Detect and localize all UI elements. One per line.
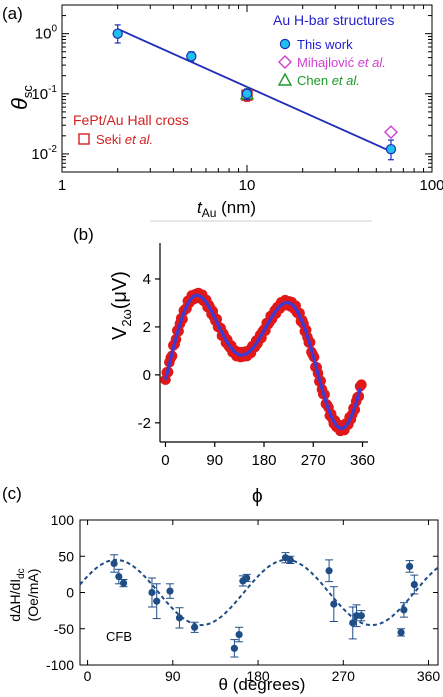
data-point xyxy=(235,630,243,639)
x-tick-label: 90 xyxy=(206,452,223,469)
y-tick-label: 10-1 xyxy=(31,84,57,103)
legend-entry: Mihajlović et al. xyxy=(297,55,386,70)
data-point xyxy=(153,597,161,605)
y-tick-label: -100 xyxy=(46,657,74,673)
x-tick-label: 10 xyxy=(239,177,256,194)
data-point xyxy=(186,51,197,62)
data-point xyxy=(166,587,174,595)
x-tick-label: 180 xyxy=(251,452,276,469)
data-point xyxy=(190,623,199,631)
panel-c-annotation: CFB xyxy=(106,629,132,644)
panel-b-xlabel: ϕ xyxy=(252,486,263,507)
panel-c: (c) -100 -50 0 50 100 0 90 180 270 360 dΔH/dIdc (… xyxy=(2,484,440,694)
y-tick-label: 2 xyxy=(143,319,151,336)
y-tick-label: 100 xyxy=(35,24,58,43)
data-point xyxy=(410,580,418,589)
data-point xyxy=(349,619,357,627)
legend-marker xyxy=(279,38,291,50)
data-point xyxy=(330,600,338,608)
x-tick-label: 270 xyxy=(332,668,356,684)
panel-a-xlabel: tAu (nm) xyxy=(197,198,256,220)
legend-marker xyxy=(277,72,293,86)
panel-a: (a) 1 10 100 100 10-1 10-2 θsc tAu (nm) Au H-… xyxy=(2,4,443,220)
panel-b-ylabel: V2ω(μV) xyxy=(109,271,134,340)
panel-b: (b) -2 0 2 4 0 90 180 270 360 V2ω(μV) ϕ xyxy=(73,220,375,507)
legend-marker xyxy=(78,133,90,145)
data-point xyxy=(148,588,156,597)
legend-entry: This work xyxy=(297,37,353,52)
data-point xyxy=(385,143,397,155)
fit-curve xyxy=(163,293,362,430)
data-point xyxy=(241,88,253,99)
x-tick-label: 180 xyxy=(246,668,270,684)
data-point xyxy=(383,125,398,140)
y-tick-label: -50 xyxy=(54,621,74,637)
panel-a-label: (a) xyxy=(2,4,23,23)
data-point xyxy=(175,614,184,622)
data-point xyxy=(397,628,405,636)
y-tick-label: 100 xyxy=(51,512,75,528)
y-tick-label: -2 xyxy=(138,415,151,432)
panel-b-label: (b) xyxy=(73,225,94,244)
data-point xyxy=(325,567,333,575)
data-point xyxy=(230,644,238,652)
x-tick-label: 1 xyxy=(58,177,66,194)
data-point xyxy=(112,28,123,39)
legend-marker xyxy=(278,55,292,69)
data-point xyxy=(356,379,367,391)
x-tick-label: 0 xyxy=(161,452,169,469)
legend-entry: Chen et al. xyxy=(297,73,360,88)
data-point xyxy=(357,612,365,620)
legend-entry: Seki et al. xyxy=(96,132,153,147)
data-point xyxy=(243,574,251,582)
data-point xyxy=(286,556,294,564)
panel-a-ylabel: θsc xyxy=(7,85,35,110)
x-tick-label: 270 xyxy=(301,452,326,469)
legend-title-fept: FePt/Au Hall cross xyxy=(73,112,189,128)
y-tick-label: 0 xyxy=(143,367,151,384)
panel-c-frame xyxy=(79,519,439,666)
fit-line xyxy=(117,28,392,153)
panel-c-ylabel-line2: (Oe/mA) xyxy=(25,569,41,622)
y-tick-label: 10-2 xyxy=(31,144,57,163)
y-tick-label: 4 xyxy=(143,271,151,288)
x-tick-label: 360 xyxy=(350,452,375,469)
x-tick-label: 100 xyxy=(419,177,443,194)
y-tick-label: 50 xyxy=(58,548,74,564)
data-point xyxy=(400,606,408,614)
panel-c-ylabel-line1: dΔH/dIdc xyxy=(7,568,27,621)
x-tick-label: 0 xyxy=(84,668,92,684)
data-point xyxy=(115,572,123,581)
data-point xyxy=(405,562,414,571)
y-tick-label: 0 xyxy=(66,585,74,601)
legend-title-au-hbar: Au H-bar structures xyxy=(273,12,394,28)
fit-curve xyxy=(79,558,439,627)
data-point xyxy=(110,559,118,568)
panel-c-xlabel: θ (degrees) xyxy=(219,675,306,694)
data-point xyxy=(119,579,128,587)
panel-c-label: (c) xyxy=(2,484,22,503)
x-tick-label: 360 xyxy=(417,668,441,684)
x-tick-label: 90 xyxy=(165,668,181,684)
